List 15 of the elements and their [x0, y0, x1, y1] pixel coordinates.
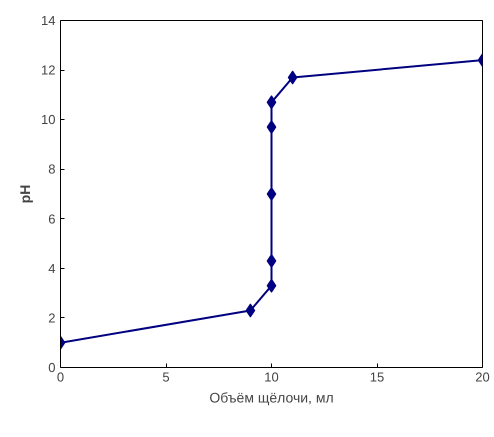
y-tick-label: 0: [48, 360, 56, 375]
y-tick-label: 4: [48, 260, 56, 276]
point: [266, 187, 276, 201]
y-tick-label: 14: [41, 13, 56, 28]
y-tick-label: 8: [48, 162, 56, 177]
y-tick-label: 6: [48, 211, 56, 226]
y-axis-title: pH: [17, 184, 34, 204]
x-tick-label: 10: [264, 370, 279, 384]
y-tick-label: 2: [48, 310, 56, 326]
y-tick-label: 10: [41, 112, 56, 128]
x-tick-label: 15: [370, 370, 384, 384]
x-tick-label: 20: [475, 370, 490, 384]
x-axis-title: Объём щёлочи, мл: [209, 390, 334, 406]
x-tick-label: 5: [162, 370, 170, 384]
y-tick-label: 12: [41, 62, 56, 78]
